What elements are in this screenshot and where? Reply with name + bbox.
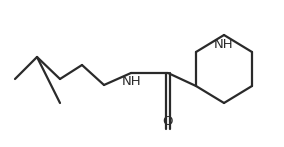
Text: O: O [163,115,173,128]
Text: NH: NH [214,38,234,51]
Text: NH: NH [122,75,142,88]
